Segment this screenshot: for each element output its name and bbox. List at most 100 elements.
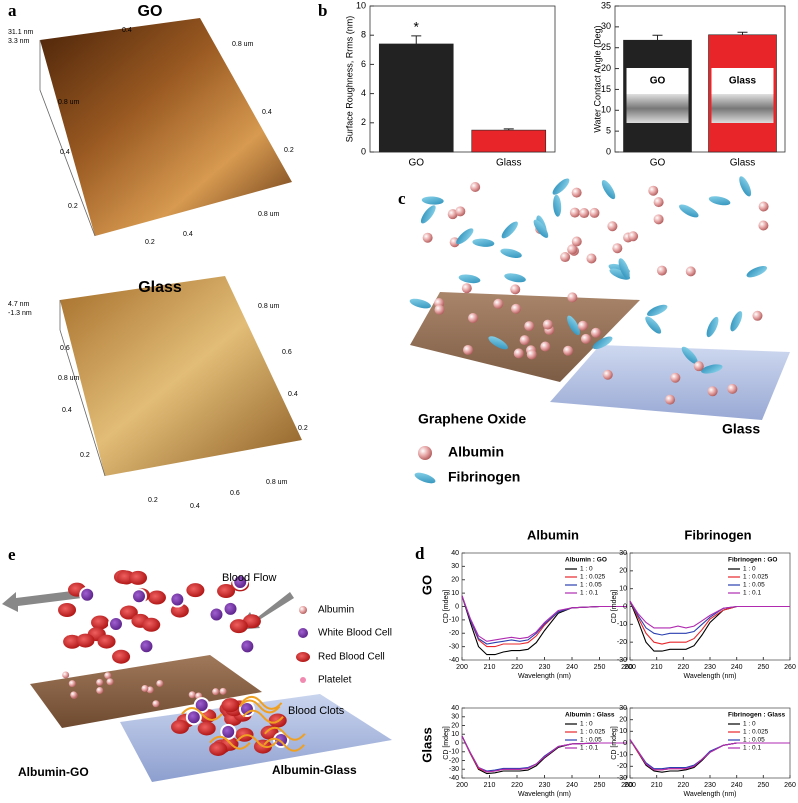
albumin-icon	[569, 207, 580, 218]
inset-label: GO	[650, 76, 666, 87]
column-header: Albumin	[527, 527, 579, 542]
albumin-icon	[567, 292, 578, 303]
y-axis-label: CD [mdeg]	[443, 590, 450, 624]
cd-line	[629, 600, 790, 645]
rbc-icon	[217, 584, 236, 599]
albumin-icon	[589, 207, 600, 218]
z-scale-label: 4.7 nm	[8, 301, 30, 308]
afm-go-surface	[40, 18, 292, 236]
legend-label: Platelet	[318, 675, 352, 686]
albumin-icon	[670, 372, 681, 383]
albumin-icon	[468, 312, 479, 323]
flow-label: Blood Flow	[222, 572, 276, 584]
panel-label: b	[318, 1, 327, 20]
inset-droplet	[626, 94, 689, 123]
albumin-icon	[602, 369, 613, 380]
glass-plate	[550, 345, 790, 420]
albumin-icon	[571, 236, 582, 247]
fibrinogen-icon	[739, 176, 752, 197]
y-axis-label: CD [mdeg]	[611, 590, 618, 624]
z-scale-label: -1.3 nm	[8, 310, 32, 317]
y-tick-label: -30	[617, 657, 627, 664]
x-tick-label: 230	[539, 782, 551, 789]
error-bar	[737, 31, 748, 35]
wbc-icon	[185, 709, 202, 726]
column-header: Fibrinogen	[684, 527, 751, 542]
cd-line	[629, 739, 790, 771]
fibrinogen-icon	[592, 336, 613, 350]
x-tick-label: 220	[677, 664, 689, 671]
afm-axis-label: 0.2	[145, 239, 155, 246]
afm-axis-label: 0.4	[183, 231, 193, 238]
y-tick-label: 0	[623, 603, 627, 610]
fibrinogen-icon	[501, 221, 518, 239]
flow-arrow	[2, 590, 82, 612]
albumin-icon	[418, 446, 432, 460]
albumin-icon	[463, 344, 474, 355]
albumin-icon	[590, 327, 601, 338]
y-tick-label: 6	[361, 59, 366, 69]
albumin-icon	[524, 321, 535, 332]
afm-axis-label: 0.4	[60, 149, 70, 156]
surface-label: Albumin-GO	[18, 765, 89, 779]
y-tick-label: 10	[601, 105, 611, 115]
x-tick-label: 240	[731, 664, 743, 671]
x-tick-label: 260	[784, 782, 796, 789]
afm-axis-label: 0.6	[60, 345, 70, 352]
y-tick-label: -10	[617, 621, 627, 628]
rbc-icon	[186, 583, 205, 598]
y-tick-label: 35	[601, 0, 611, 10]
albumin-icon	[542, 319, 553, 330]
albumin-icon	[146, 686, 154, 694]
rbc-icon	[112, 649, 131, 664]
cd-line	[629, 739, 790, 773]
albumin-icon	[470, 182, 481, 193]
albumin-icon	[493, 298, 504, 309]
cd-line	[461, 735, 627, 775]
afm-axis-label: 0.4	[62, 407, 72, 414]
albumin-icon	[106, 678, 114, 686]
row-header: Glass	[419, 727, 434, 762]
x-tick-label: 240	[566, 782, 578, 789]
albumin-icon	[727, 383, 738, 394]
albumin-icon	[447, 209, 458, 220]
fibrinogen-icon	[601, 179, 616, 200]
y-tick-label: -20	[617, 639, 627, 646]
y-tick-label: 4	[361, 88, 366, 98]
legend-label: 1 : 0.05	[743, 582, 765, 589]
rbc-icon	[171, 719, 190, 734]
cd-line	[629, 600, 790, 652]
x-tick-label: GO	[650, 158, 666, 169]
rbc-icon	[58, 603, 77, 618]
y-tick-label: -30	[449, 766, 459, 773]
albumin-icon	[510, 284, 521, 295]
panel-label: e	[8, 545, 16, 564]
legend-title: Fibrinogen : Glass	[728, 712, 785, 719]
y-axis-label: Water Contact Angle (Deg)	[592, 25, 602, 132]
rbc-icon	[91, 615, 110, 630]
x-tick-label: 260	[621, 664, 633, 671]
albumin-icon	[422, 232, 433, 243]
surface-label: Glass	[722, 421, 760, 437]
albumin-icon	[612, 243, 623, 254]
fibrin-strand	[240, 695, 283, 710]
albumin-icon	[707, 386, 718, 397]
albumin-icon	[656, 265, 667, 276]
y-tick-label: 10	[619, 728, 627, 735]
fibrin-strand	[209, 735, 251, 750]
albumin-icon	[68, 680, 76, 688]
afm-axis-label: 0.2	[284, 147, 294, 154]
y-tick-label: 5	[606, 126, 611, 136]
y-tick-label: 20	[619, 717, 627, 724]
fibrinogen-icon	[414, 472, 436, 484]
panel-label: a	[8, 1, 17, 20]
x-tick-label: 240	[566, 664, 578, 671]
legend-title: Fibrinogen : GO	[728, 557, 777, 564]
rbc-icon	[63, 634, 82, 649]
legend-label: 1 : 0.1	[743, 745, 761, 752]
legend-label: 1 : 0	[580, 721, 593, 728]
albumin-icon	[434, 304, 445, 315]
y-tick-label: -10	[449, 749, 459, 756]
afm-axis-label: 0.2	[68, 203, 78, 210]
rbc-icon	[296, 652, 310, 662]
